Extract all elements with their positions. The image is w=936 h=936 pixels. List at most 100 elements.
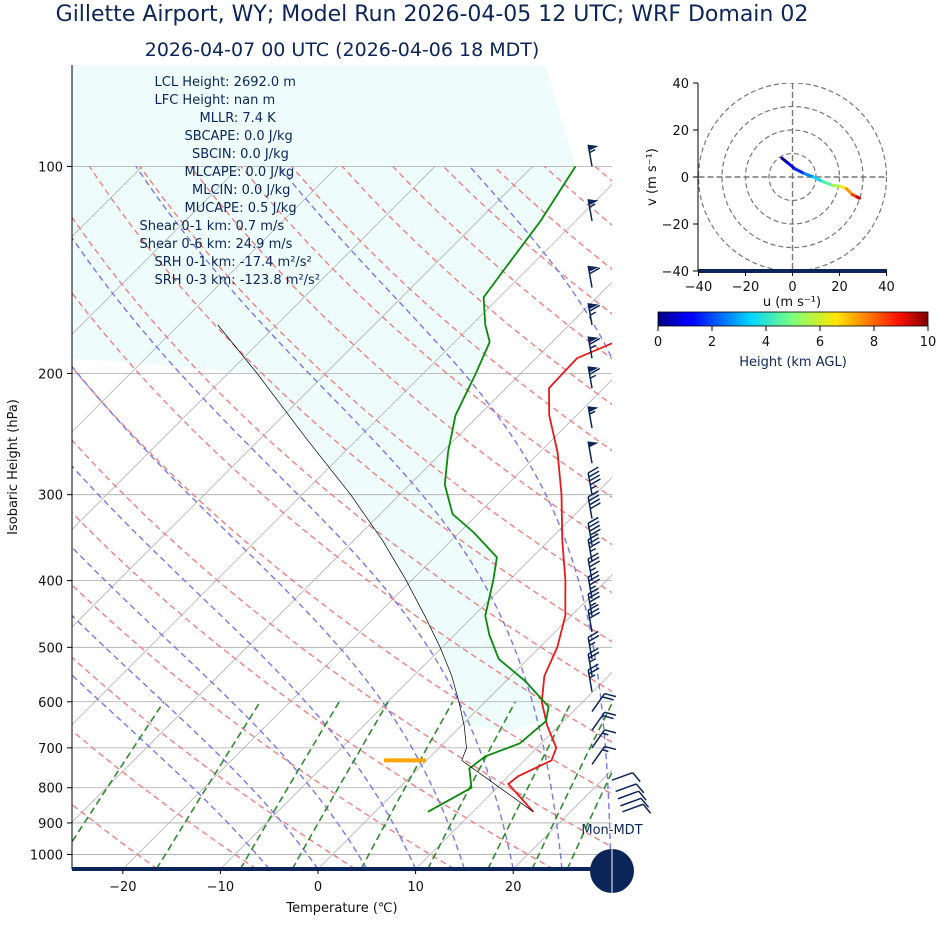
hodograph-y-tick-label: 40 xyxy=(672,77,689,92)
isotherm--50 xyxy=(72,166,533,628)
dewpoint-profile xyxy=(427,165,577,813)
wind-barb xyxy=(587,303,601,326)
temperature-profile xyxy=(507,342,612,813)
stat-line: LCL Height: 2692.0 m xyxy=(155,75,296,90)
wind-barb xyxy=(587,265,601,288)
hodograph-x-tick-label: 20 xyxy=(831,280,848,295)
moist-adiabat xyxy=(72,614,319,869)
y-axis-label: Isobaric Height (hPa) xyxy=(6,399,21,535)
moist-adiabat xyxy=(135,166,563,869)
dry-adiabat xyxy=(72,291,612,744)
dry-adiabat xyxy=(291,165,612,452)
hodograph-y-label: v (m s⁻¹) xyxy=(645,148,660,206)
moist-adiabat xyxy=(278,165,612,869)
hodograph-y-tick-label: 0 xyxy=(681,171,689,186)
dry-adiabat xyxy=(88,166,612,643)
wind-barb xyxy=(587,552,601,581)
colorbar-gradient xyxy=(657,311,929,327)
stat-line: MLCIN: 0.0 J/kg xyxy=(192,183,290,198)
dry-adiabat xyxy=(72,584,455,869)
y-tick-label: 200 xyxy=(38,368,63,383)
mixing-ratio-line xyxy=(360,701,454,869)
x-tick-label: −10 xyxy=(207,880,234,895)
sounding-stats: LCL Height: 2692.0 m LFC Height: nan m MLL… xyxy=(140,75,321,288)
moist-adiabat xyxy=(72,365,466,869)
parcel-profile xyxy=(217,324,534,813)
colorbar-tick-label: 8 xyxy=(870,335,878,350)
wind-barb xyxy=(617,790,647,801)
buoyancy-fill xyxy=(72,65,576,731)
hodograph-x-tick-label: 0 xyxy=(788,280,796,295)
hodograph-segment xyxy=(802,171,816,179)
moist-adiabat xyxy=(72,546,368,869)
y-tick-label: 400 xyxy=(38,575,63,590)
stat-line: MLLR: 7.4 K xyxy=(200,111,277,126)
wind-barb xyxy=(591,729,617,749)
colorbar-tick-label: 0 xyxy=(654,335,662,350)
skew-t-plot: −20 −10 0 10 20 100 200 300 400 500 600 700 800 900 10… xyxy=(6,65,612,916)
y-tick-label: 1000 xyxy=(30,848,63,863)
colorbar-tick-label: 6 xyxy=(816,335,824,350)
hodograph-segment xyxy=(786,161,797,171)
isotherm-0 xyxy=(317,574,612,869)
wind-barb xyxy=(587,647,600,676)
wind-barb xyxy=(591,711,617,731)
x-tick-label: −20 xyxy=(109,880,136,895)
wind-barb xyxy=(615,783,645,794)
hodograph-ring xyxy=(698,83,887,271)
colorbar-tick-label: 10 xyxy=(920,335,936,350)
hodograph-y-tick-label: −20 xyxy=(662,218,689,233)
y-tick-label: 700 xyxy=(38,742,63,757)
wind-barb xyxy=(587,466,601,495)
hodograph-segment xyxy=(793,167,806,175)
mixing-ratio-line xyxy=(427,701,516,869)
wind-barb xyxy=(587,144,599,167)
stat-line: Shear 0-1 km: 0.7 m/s xyxy=(140,219,285,234)
x-tick-label: 10 xyxy=(407,880,424,895)
colorbar-tick-label: 2 xyxy=(708,335,716,350)
wind-barb xyxy=(587,570,601,599)
wind-barb xyxy=(587,406,599,429)
wind-barb xyxy=(587,630,600,660)
wind-barb xyxy=(587,366,601,389)
x-tick-label: 20 xyxy=(505,880,522,895)
mixing-ratio-line xyxy=(487,701,573,869)
mixing-ratio-line xyxy=(531,701,612,869)
moist-adiabat xyxy=(72,465,417,869)
moist-adiabat xyxy=(72,674,270,869)
wind-barb xyxy=(611,771,641,783)
hodograph-segment xyxy=(855,195,861,200)
y-tick-label: 900 xyxy=(38,817,63,832)
stat-line: SBCAPE: 0.0 J/kg xyxy=(185,129,293,144)
hodograph-x-tick-label: −20 xyxy=(732,280,759,295)
dry-adiabat xyxy=(72,439,612,848)
mixing-ratio-line xyxy=(155,701,261,869)
stat-line: MLCAPE: 0.0 J/kg xyxy=(185,165,295,180)
wind-barb xyxy=(620,797,650,808)
mixing-ratio-line xyxy=(72,701,165,844)
y-tick-label: 600 xyxy=(38,696,63,711)
isotherm--70 xyxy=(72,166,338,433)
colorbar-tick-label: 4 xyxy=(762,335,770,350)
stat-line: SBCIN: 0.0 J/kg xyxy=(192,147,289,162)
hodograph-x-tick-label: −40 xyxy=(685,280,712,295)
mixing-ratio-line xyxy=(566,770,612,869)
dry-adiabat xyxy=(72,511,554,869)
height-colorbar: 0 2 4 6 8 10 Height (km AGL) xyxy=(654,311,936,370)
wind-barb xyxy=(587,663,600,692)
wind-barb xyxy=(591,745,617,765)
stat-line: SRH 0-1 km: -17.4 m²/s² xyxy=(155,255,312,270)
stat-line: LFC Height: nan m xyxy=(155,93,276,108)
hodograph-x-label: u (m s⁻¹) xyxy=(763,295,821,310)
y-tick-label: 100 xyxy=(38,160,63,175)
dry-adiabat xyxy=(72,803,158,869)
figure-title: Gillette Airport, WY; Model Run 2026-04-… xyxy=(56,2,809,27)
stat-line: MUCAPE: 0.5 J/kg xyxy=(185,201,297,216)
isotherm--60 xyxy=(72,166,436,530)
wind-barb xyxy=(587,199,599,222)
x-axis-label: Temperature (℃) xyxy=(285,901,397,916)
moist-adiabat xyxy=(72,236,514,869)
hodograph-y-tick-label: −40 xyxy=(662,265,689,280)
mixing-ratio-line xyxy=(291,701,389,869)
